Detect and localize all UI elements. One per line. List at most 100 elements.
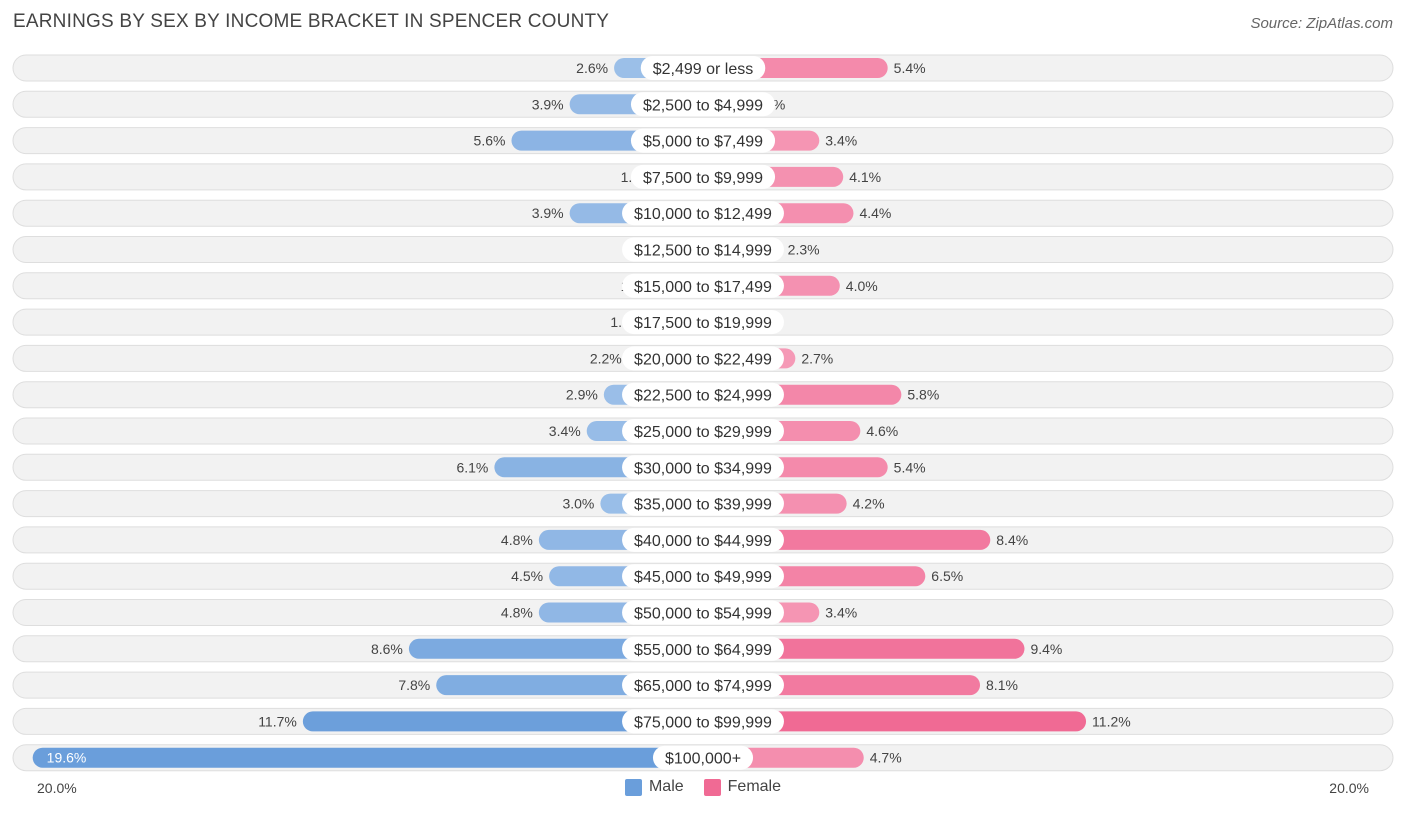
category-label: $2,499 or less — [653, 61, 754, 78]
male-value-label: 3.9% — [532, 205, 564, 221]
category-label: $75,000 to $99,999 — [634, 714, 772, 731]
male-value-label: 4.5% — [511, 568, 543, 584]
category-pill — [622, 673, 784, 698]
category-pill — [640, 56, 766, 80]
category-pill — [622, 600, 784, 625]
male-value-label: 7.8% — [398, 677, 430, 693]
female-value-label: 11.2% — [1092, 713, 1131, 729]
chart-area: 2.6% 5.4% $2,499 or less 3.9%1.3%$2,500 to … — [12, 54, 1394, 772]
legend-item-female[interactable]: Female — [703, 778, 782, 796]
bar-row: 4.5% 6.5% $45,000 to $49,999 — [12, 562, 1394, 590]
male-value-label: 11.7% — [258, 713, 297, 729]
category-pill — [630, 128, 776, 153]
category-label: $45,000 to $49,999 — [634, 569, 772, 586]
category-pill — [652, 745, 754, 770]
female-value-label: 4.4% — [859, 205, 891, 221]
male-value-label: 8.6% — [371, 641, 403, 657]
legend-label-female: Female — [727, 778, 782, 795]
bar-row: 11.7% 11.2% $75,000 to $99,999 — [12, 707, 1394, 735]
category-label: $5,000 to $7,499 — [643, 134, 763, 151]
axis-right-label: 20.0% — [1329, 780, 1369, 796]
category-label: $65,000 to $74,999 — [634, 678, 772, 695]
bar-row: 0.49%2.3%$12,500 to $14,999 — [12, 236, 1394, 263]
male-value-label: 4.8% — [501, 532, 533, 548]
category-pill — [622, 201, 784, 226]
female-value-label: 4.7% — [870, 750, 902, 766]
female-value-label: 5.4% — [894, 60, 926, 76]
bar-row: 7.8% 8.1% $65,000 to $74,999 — [12, 671, 1394, 699]
category-label: $7,500 to $9,999 — [643, 170, 763, 187]
bar-row: 4.8% 3.4% $50,000 to $54,999 — [12, 599, 1394, 626]
source-credit: Source: ZipAtlas.com — [1250, 15, 1393, 32]
female-value-label: 5.8% — [907, 387, 939, 403]
category-label: $17,500 to $19,999 — [634, 315, 772, 332]
female-value-label: 4.6% — [866, 423, 898, 439]
bar-row: 2.2% 2.7% $20,000 to $22,499 — [12, 344, 1394, 372]
category-pill — [622, 636, 784, 661]
legend-label-male: Male — [648, 778, 684, 795]
female-value-label: 4.1% — [849, 169, 881, 185]
category-label: $50,000 to $54,999 — [634, 606, 772, 623]
category-label: $10,000 to $12,499 — [634, 206, 772, 223]
female-value-label: 5.4% — [894, 459, 926, 475]
female-bar[interactable] — [703, 711, 1087, 732]
bar-row: 2.9% 5.8% $22,500 to $24,999 — [12, 381, 1394, 409]
category-pill — [622, 273, 784, 298]
category-pill — [622, 527, 784, 552]
male-value-label: 5.6% — [474, 133, 506, 149]
male-bar[interactable] — [302, 711, 703, 732]
bar-row: 1.3%4.0%$15,000 to $17,499 — [12, 272, 1394, 300]
female-value-label: 8.1% — [986, 677, 1018, 693]
category-label: $20,000 to $22,499 — [634, 351, 772, 368]
bar-row: 2.6% 5.4% $2,499 or less — [12, 54, 1394, 82]
legend: Male Female — [0, 778, 1406, 796]
chart-title: EARNINGS BY SEX BY INCOME BRACKET IN SPE… — [13, 11, 610, 32]
male-value-label: 3.0% — [562, 496, 594, 512]
male-bar[interactable] — [32, 747, 704, 768]
category-label: $30,000 to $34,999 — [634, 460, 772, 477]
bar-row: 8.6% 9.4% $55,000 to $64,999 — [12, 635, 1394, 663]
male-value-label: 4.8% — [501, 605, 533, 621]
male-value-label: 3.4% — [549, 423, 581, 439]
female-value-label: 2.3% — [788, 242, 820, 258]
category-label: $2,500 to $4,999 — [643, 97, 763, 114]
category-pill — [622, 709, 784, 734]
bar-row: 3.0% 4.2% $35,000 to $39,999 — [12, 490, 1394, 518]
category-pill — [630, 164, 776, 189]
legend-item-male[interactable]: Male — [624, 778, 684, 796]
category-pill — [622, 346, 784, 371]
category-pill — [622, 491, 784, 516]
category-label: $15,000 to $17,499 — [634, 279, 772, 296]
female-value-label: 4.2% — [853, 496, 885, 512]
axis-left-label: 20.0% — [37, 780, 77, 796]
bar-row: 4.8% 8.4% $40,000 to $44,999 — [12, 526, 1394, 554]
female-value-label: 9.4% — [1030, 641, 1062, 657]
category-label: $35,000 to $39,999 — [634, 497, 772, 514]
category-label: $25,000 to $29,999 — [634, 424, 772, 441]
category-label: $100,000+ — [665, 751, 741, 768]
category-pill — [630, 92, 776, 117]
male-value-label: 6.1% — [456, 459, 488, 475]
female-value-label: 3.4% — [825, 133, 857, 149]
category-label: $55,000 to $64,999 — [634, 642, 772, 659]
bar-row: 3.9% 4.4% $10,000 to $12,499 — [12, 199, 1394, 227]
category-pill — [622, 310, 784, 335]
female-bar[interactable] — [703, 638, 1025, 659]
male-value-label: 2.9% — [566, 387, 598, 403]
category-pill — [622, 382, 784, 407]
legend-swatch-female — [703, 778, 721, 796]
bar-row: 1.6%0.78%$17,500 to $19,999 — [12, 308, 1394, 336]
legend-swatch-male — [624, 778, 642, 796]
bar-row: 3.9%1.3%$2,500 to $4,999 — [12, 90, 1394, 118]
female-value-label: 6.5% — [931, 568, 963, 584]
bar-row: 19.6% 4.7% $100,000+ — [12, 744, 1394, 772]
bar-row: 5.6% 3.4% $5,000 to $7,499 — [12, 127, 1394, 155]
category-pill — [622, 564, 784, 589]
category-pill — [622, 419, 784, 443]
bar-row: 3.4% 4.6% $25,000 to $29,999 — [12, 417, 1394, 445]
female-value-label: 3.4% — [825, 605, 857, 621]
male-value-label: 2.6% — [576, 60, 608, 76]
male-value-label: 19.6% — [47, 750, 87, 766]
category-label: $12,500 to $14,999 — [634, 243, 772, 260]
male-value-label: 3.9% — [532, 96, 564, 112]
